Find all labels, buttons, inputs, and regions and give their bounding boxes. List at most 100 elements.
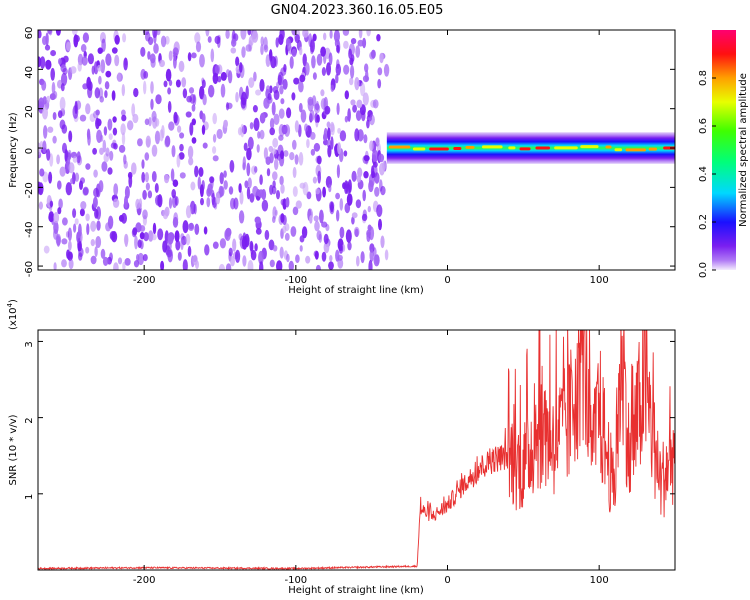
- noise-blob: [279, 85, 284, 95]
- noise-blob: [96, 118, 102, 127]
- noise-blob: [252, 105, 258, 113]
- noise-blob: [87, 53, 94, 65]
- noise-blob: [172, 195, 178, 208]
- noise-blob: [272, 171, 278, 181]
- noise-blob: [228, 186, 234, 195]
- noise-blob: [260, 36, 265, 46]
- noise-blob: [52, 112, 57, 120]
- noise-blob: [121, 114, 127, 122]
- snr-frame: [37, 329, 676, 571]
- noise-blob: [352, 104, 357, 113]
- noise-blob: [361, 110, 366, 122]
- noise-blob: [90, 239, 96, 247]
- noise-blob: [38, 56, 42, 68]
- noise-blob: [327, 127, 331, 141]
- noise-blob: [56, 154, 60, 165]
- noise-blob: [321, 221, 328, 228]
- noise-blob: [329, 30, 333, 39]
- noise-blob: [168, 79, 173, 86]
- noise-blob: [312, 72, 317, 80]
- noise-blob: [38, 142, 42, 156]
- noise-blob: [351, 170, 357, 182]
- noise-blob: [383, 63, 390, 77]
- noise-blob: [46, 148, 51, 161]
- svg-text:(x104): (x104): [6, 299, 19, 330]
- noise-blob: [259, 129, 265, 140]
- noise-blob: [247, 177, 252, 189]
- noise-blob: [68, 240, 72, 251]
- noise-blob: [48, 30, 53, 36]
- noise-blob: [315, 264, 321, 270]
- noise-blob: [52, 135, 57, 144]
- noise-blob: [259, 79, 265, 92]
- noise-blob: [378, 153, 385, 163]
- noise-blob: [350, 64, 355, 79]
- noise-blob: [128, 174, 133, 188]
- noise-blob: [254, 216, 261, 224]
- noise-blob: [217, 36, 221, 49]
- noise-blob: [49, 200, 54, 208]
- signal-core: [614, 148, 623, 152]
- noise-blob: [105, 147, 110, 157]
- noise-blob: [343, 40, 349, 49]
- noise-blob: [178, 60, 185, 73]
- noise-blob: [382, 160, 386, 171]
- noise-blob: [144, 172, 149, 183]
- noise-blob: [255, 89, 262, 96]
- noise-blob: [276, 190, 280, 200]
- noise-blob: [145, 31, 151, 42]
- noise-blob: [255, 228, 262, 235]
- noise-blob: [246, 162, 251, 177]
- noise-blob: [175, 79, 181, 88]
- noise-blob: [216, 128, 223, 140]
- noise-blob: [356, 99, 363, 109]
- noise-blob: [321, 251, 327, 262]
- noise-blob: [188, 87, 195, 94]
- noise-blob: [269, 118, 275, 130]
- noise-blob: [63, 55, 69, 63]
- noise-blob: [270, 56, 277, 69]
- noise-blob: [153, 43, 159, 54]
- noise-blob: [53, 262, 57, 270]
- noise-blob: [202, 142, 208, 149]
- noise-blob: [47, 126, 54, 133]
- noise-blob: [182, 259, 188, 270]
- noise-blob: [109, 150, 114, 161]
- spectrogram-image: [38, 30, 675, 270]
- noise-blob: [298, 152, 304, 166]
- noise-blob: [153, 30, 157, 44]
- spectrogram-xlabel: Height of straight line (km): [288, 285, 424, 296]
- noise-blob: [203, 226, 208, 235]
- noise-blob: [121, 109, 126, 117]
- noise-blob: [348, 48, 352, 60]
- noise-blob: [176, 154, 181, 168]
- noise-blob: [354, 228, 359, 238]
- noise-blob: [38, 182, 44, 196]
- noise-blob: [162, 240, 168, 253]
- noise-blob: [368, 259, 373, 270]
- noise-blob: [82, 186, 89, 196]
- noise-blob: [376, 204, 383, 217]
- noise-blob: [362, 37, 367, 49]
- noise-blob: [200, 197, 204, 206]
- noise-blob: [59, 96, 66, 111]
- noise-blob: [197, 176, 201, 190]
- noise-blob: [219, 238, 226, 249]
- noise-blob: [155, 94, 162, 105]
- noise-blob: [212, 72, 219, 85]
- noise-blob: [275, 37, 279, 48]
- noise-blob: [249, 122, 254, 130]
- noise-blob: [117, 257, 123, 265]
- colorbar-gradient: [712, 30, 736, 270]
- noise-blob: [208, 84, 215, 98]
- spectrogram-xtick-label: -200: [133, 275, 156, 286]
- noise-blob: [141, 171, 146, 183]
- noise-blob: [151, 110, 157, 123]
- noise-blob: [267, 92, 272, 101]
- spectrogram-frame: [37, 29, 676, 271]
- noise-blob: [329, 204, 335, 215]
- spectrogram-panel: -200 -100 0 100 60 40 20 0 -20 -40 -60 Height of s…: [8, 27, 676, 296]
- spectrogram-ytick-label: 20: [24, 105, 35, 118]
- noise-blob: [323, 32, 327, 41]
- noise-blob: [212, 241, 219, 249]
